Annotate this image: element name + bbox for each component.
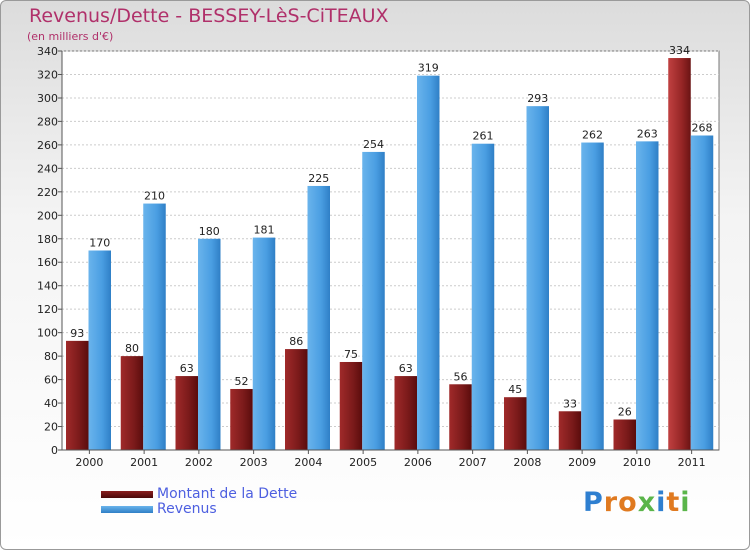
x-tick-label-2009: 2009	[568, 456, 596, 469]
x-tick-label-2000: 2000	[75, 456, 103, 469]
bar-debt-2001	[120, 356, 144, 450]
bar-revenue-2010	[636, 141, 659, 451]
x-tick-label-2008: 2008	[513, 456, 541, 469]
data-label-debt-2006: 63	[399, 362, 413, 375]
logo-letter: x	[637, 487, 657, 518]
x-tick-label-2003: 2003	[240, 456, 268, 469]
logo-letter: P	[583, 487, 604, 518]
data-label-revenue-2001: 210	[144, 190, 165, 203]
bar-debt-2000	[66, 340, 89, 450]
plot-area	[61, 50, 720, 451]
data-label-debt-2007: 56	[454, 370, 468, 383]
data-label-revenue-2006: 319	[418, 62, 439, 75]
x-tick-label-2001: 2001	[130, 456, 158, 469]
y-tick-label: 140	[37, 280, 58, 293]
legend-item-debt: Montant de la Dette	[101, 487, 297, 502]
data-label-revenue-2008: 293	[527, 92, 548, 105]
legend-item-revenue: Revenus	[101, 502, 297, 517]
data-label-revenue-2011: 268	[692, 121, 713, 134]
bar-debt-2009	[558, 411, 582, 450]
data-label-debt-2001: 80	[125, 342, 139, 355]
bar-debt-2007	[449, 384, 472, 450]
x-tick-label-2011: 2011	[678, 456, 706, 469]
x-tick-label-2007: 2007	[459, 456, 487, 469]
y-tick-label: 280	[37, 115, 58, 128]
legend-swatch-revenue	[101, 506, 153, 513]
proxiti-logo: Proxiti	[583, 487, 691, 518]
y-tick-label: 240	[37, 162, 58, 175]
data-label-revenue-2003: 181	[254, 224, 275, 237]
data-label-debt-2003: 52	[235, 375, 249, 388]
data-label-debt-2000: 93	[70, 327, 84, 340]
y-tick-label: 60	[44, 374, 58, 387]
logo-letter: r	[603, 487, 619, 518]
x-tick-label-2004: 2004	[294, 456, 322, 469]
data-label-revenue-2004: 225	[308, 172, 329, 185]
data-label-revenue-2009: 262	[582, 129, 603, 142]
y-tick-label: 320	[37, 68, 58, 81]
data-label-debt-2005: 75	[344, 348, 358, 361]
legend-swatch-debt	[101, 491, 153, 498]
logo-letter: o	[618, 487, 638, 518]
data-label-revenue-2000: 170	[89, 237, 110, 250]
x-tick-label-2002: 2002	[185, 456, 213, 469]
logo-letter: i	[680, 487, 691, 518]
bar-debt-2005	[339, 361, 363, 450]
y-tick-label: 0	[51, 444, 58, 457]
data-label-revenue-2010: 263	[637, 127, 658, 140]
y-tick-label: 340	[37, 45, 58, 58]
y-tick-label: 80	[44, 350, 58, 363]
chart-subtitle: (en milliers d'€)	[27, 30, 114, 43]
y-tick-label: 40	[44, 397, 58, 410]
logo-letter: i	[656, 487, 667, 518]
data-label-debt-2004: 86	[289, 335, 303, 348]
data-label-debt-2009: 33	[563, 397, 577, 410]
bar-revenue-2009	[581, 142, 604, 451]
data-label-revenue-2005: 254	[363, 138, 384, 151]
bar-revenue-2004	[307, 185, 330, 451]
y-tick-label: 100	[37, 327, 58, 340]
chart-title: Revenus/Dette - BESSEY-LèS-CiTEAUX	[29, 5, 389, 27]
bar-revenue-2007	[471, 143, 495, 451]
y-tick-label: 260	[37, 139, 58, 152]
y-tick-label: 120	[37, 303, 58, 316]
legend-label-debt: Montant de la Dette	[157, 486, 298, 502]
x-tick-label-2006: 2006	[404, 456, 432, 469]
data-label-revenue-2002: 180	[199, 225, 220, 238]
bar-debt-2004	[285, 349, 308, 450]
chart-legend: Montant de la Dette Revenus	[101, 487, 297, 517]
bar-revenue-2008	[526, 106, 549, 450]
bar-revenue-2003	[252, 237, 276, 450]
bar-debt-2003	[230, 388, 253, 450]
bar-debt-2006	[394, 376, 417, 450]
x-tick-label-2010: 2010	[623, 456, 651, 469]
data-label-debt-2002: 63	[180, 362, 194, 375]
data-label-debt-2008: 45	[508, 383, 522, 396]
bar-debt-2010	[613, 419, 636, 450]
y-tick-label: 20	[44, 421, 58, 434]
bar-debt-2008	[504, 397, 527, 450]
y-tick-label: 160	[37, 256, 58, 269]
bar-revenue-2001	[143, 203, 166, 450]
y-tick-label: 200	[37, 209, 58, 222]
legend-label-revenue: Revenus	[157, 501, 217, 517]
bar-debt-2002	[175, 376, 198, 450]
bar-revenue-2005	[362, 151, 385, 450]
y-tick-label: 180	[37, 233, 58, 246]
data-label-debt-2010: 26	[618, 405, 632, 418]
bar-revenue-2011	[690, 135, 714, 450]
bar-revenue-2002	[198, 238, 221, 450]
data-label-debt-2011: 334	[669, 44, 690, 57]
y-tick-label: 220	[37, 186, 58, 199]
bar-revenue-2006	[417, 75, 440, 451]
logo-letter: t	[666, 487, 681, 518]
bar-debt-2011	[668, 58, 691, 451]
data-label-revenue-2007: 261	[473, 130, 494, 143]
x-tick-label-2005: 2005	[349, 456, 377, 469]
bar-revenue-2000	[88, 250, 111, 450]
y-tick-label: 300	[37, 92, 58, 105]
